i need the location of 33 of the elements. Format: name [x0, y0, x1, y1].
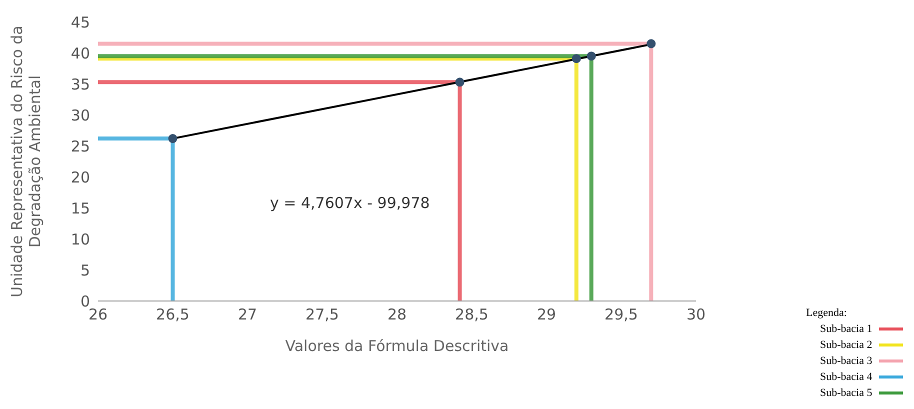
- x-tick-label: 30: [686, 306, 706, 324]
- x-tick-label: 29: [536, 306, 556, 324]
- y-axis-title: Unidade Representativa do Risco da Degradação Ambiental: [8, 26, 44, 298]
- y-tick-label: 0: [80, 292, 90, 310]
- y-tick-label: 35: [70, 75, 90, 94]
- x-tick-label: 27,5: [306, 306, 339, 324]
- x-tick-label: 26: [88, 306, 108, 324]
- annotation: y = 4,7607x - 99,978: [270, 194, 430, 212]
- point: [572, 54, 581, 64]
- point: [586, 52, 596, 61]
- y-tick-label: 20: [70, 168, 90, 186]
- x-tick-label: 28,5: [455, 306, 488, 324]
- y-tick-label: 45: [70, 13, 90, 32]
- point: [168, 134, 178, 144]
- y-tick-label: 40: [70, 44, 90, 62]
- x-tick-label: 29,5: [604, 306, 638, 324]
- legend-label: Sub-bacia 1: [820, 322, 872, 337]
- y-tick-label: 15: [70, 199, 90, 218]
- y-tick-label: 10: [70, 230, 90, 248]
- legend-label: Sub-bacia 3: [820, 354, 872, 369]
- legend-label: Sub-bacia 2: [820, 338, 872, 353]
- point: [455, 78, 464, 87]
- x-tick-label: 28: [387, 306, 407, 324]
- legend-title: Legenda:: [806, 306, 848, 321]
- x-axis-title: Valores da Fórmula Descritiva: [285, 337, 509, 355]
- x-tick-label: 27: [238, 306, 258, 324]
- x-tick-label: 26,5: [156, 306, 190, 324]
- legend-label: Sub-bacia 5: [820, 386, 872, 401]
- point: [646, 39, 656, 48]
- y-tick-label: 30: [70, 106, 90, 124]
- legend-label: Sub-bacia 4: [820, 370, 872, 385]
- y-tick-label: 25: [70, 137, 90, 156]
- y-tick-label: 5: [80, 261, 90, 280]
